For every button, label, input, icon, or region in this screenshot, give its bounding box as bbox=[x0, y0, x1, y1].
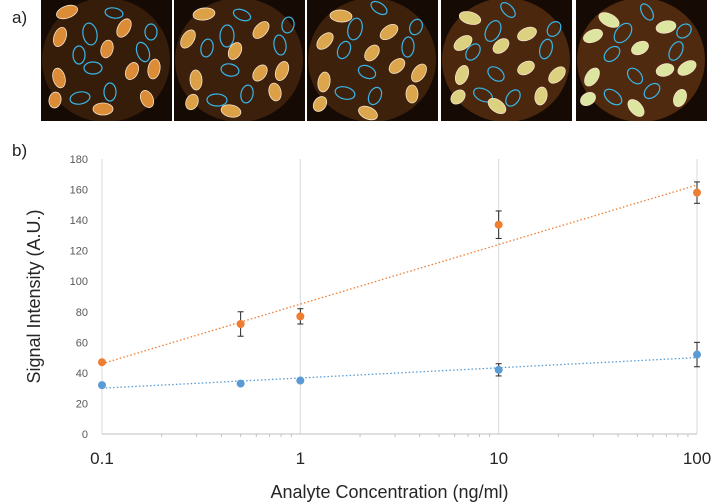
data-point-series-2 bbox=[98, 381, 106, 390]
micrograph-3 bbox=[307, 0, 438, 121]
y-tick-label: 140 bbox=[70, 215, 88, 227]
panel-label-a: a) bbox=[12, 8, 28, 27]
x-tick-label: 0.1 bbox=[90, 449, 114, 468]
y-tick-label: 40 bbox=[76, 368, 88, 380]
x-tick-label: 1 bbox=[296, 449, 305, 468]
micrograph-2 bbox=[174, 0, 305, 121]
y-tick-label: 100 bbox=[70, 276, 88, 288]
data-point-series-2 bbox=[693, 350, 701, 359]
y-axis-title: Signal Intensity (A.U.) bbox=[24, 209, 44, 383]
y-tick-label: 180 bbox=[70, 154, 88, 166]
data-point-series-1 bbox=[98, 358, 106, 367]
x-tick-label: 10 bbox=[489, 449, 508, 468]
y-tick-label: 60 bbox=[76, 337, 88, 349]
y-tick-label: 120 bbox=[70, 246, 88, 258]
micrograph-4 bbox=[441, 0, 572, 121]
panel-label-b: b) bbox=[12, 141, 28, 160]
trendline-1 bbox=[101, 184, 698, 365]
data-point-series-1 bbox=[494, 220, 503, 229]
x-axis-title: Analyte Concentration (ng/ml) bbox=[270, 482, 508, 502]
data-point-series-2 bbox=[236, 379, 245, 388]
trendline-2 bbox=[101, 356, 698, 389]
signal-chart: 0 20 40 60 80 100 120 140 160 180 0.1 1 10 100 Signal… bbox=[24, 154, 711, 502]
micrograph-1 bbox=[41, 0, 172, 121]
data-point-series-1 bbox=[296, 312, 305, 321]
y-tick-label: 80 bbox=[76, 307, 88, 319]
y-tick-label: 0 bbox=[82, 429, 88, 441]
data-point-series-1 bbox=[236, 320, 245, 328]
data-point-series-2 bbox=[296, 376, 305, 385]
micrograph-5 bbox=[576, 0, 707, 121]
data-point-series-2 bbox=[494, 365, 503, 374]
y-tick-label: 20 bbox=[76, 398, 88, 410]
x-tick-label: 100 bbox=[683, 449, 711, 468]
y-tick-label: 160 bbox=[70, 185, 88, 197]
data-point-series-1 bbox=[693, 188, 701, 197]
